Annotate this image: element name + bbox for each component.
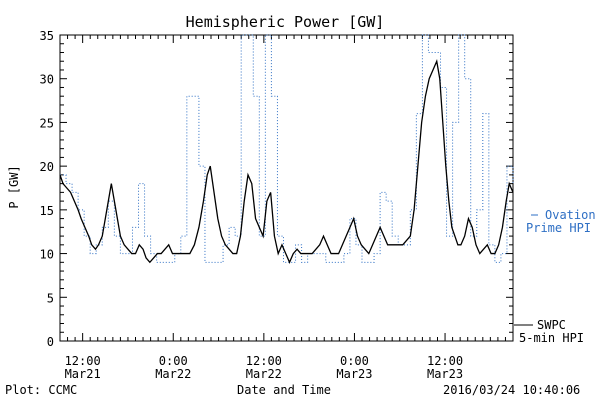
- y-axis-label: P [GW]: [7, 165, 21, 208]
- x-tick-label-date: Mar23: [427, 367, 463, 381]
- x-tick-label-time: 12:00: [246, 354, 282, 368]
- y-axis-ticks: 0 5 10 15 20 25 30 35: [40, 29, 513, 349]
- x-tick-label-time: 12:00: [65, 354, 101, 368]
- legend-label-ovation-line1: Ovation: [545, 208, 596, 222]
- x-tick-label-date: Mar23: [336, 367, 372, 381]
- x-tick-label-date: Mar22: [155, 367, 191, 381]
- y-tick-label: 20: [40, 160, 54, 174]
- series-layer: [59, 34, 514, 264]
- plot-credit: Plot: CCMC: [5, 383, 78, 397]
- y-tick-label: 0: [47, 335, 54, 349]
- legend-label-swpc-line2: 5-min HPI: [519, 331, 584, 345]
- y-tick-label: 15: [40, 204, 54, 218]
- x-tick-label-time: 0:00: [159, 354, 188, 368]
- timestamp: 2016/03/24 10:40:06: [443, 383, 581, 397]
- x-tick-label-time: 0:00: [340, 354, 369, 368]
- y-tick-label: 25: [40, 116, 54, 130]
- x-tick-label-date: Mar21: [65, 367, 101, 381]
- series-line-swpc-5min-hpi: [59, 58, 514, 264]
- x-tick-label-time: 12:00: [427, 354, 463, 368]
- x-tick-label-date: Mar22: [246, 367, 282, 381]
- x-axis-ticks: 12:00Mar210:00Mar2212:00Mar220:00Mar2312…: [59, 35, 514, 381]
- y-tick-label: 10: [40, 248, 54, 262]
- chart-title: Hemispheric Power [GW]: [186, 13, 385, 31]
- y-tick-label: 30: [40, 73, 54, 87]
- x-axis-label: Date and Time: [237, 383, 331, 397]
- legend-label-swpc-line1: SWPC: [537, 318, 566, 332]
- plot-frame: [59, 34, 514, 342]
- y-tick-label: 35: [40, 29, 54, 43]
- y-tick-label: 5: [47, 291, 54, 305]
- legend-label-ovation-line2: Prime HPI: [526, 221, 591, 235]
